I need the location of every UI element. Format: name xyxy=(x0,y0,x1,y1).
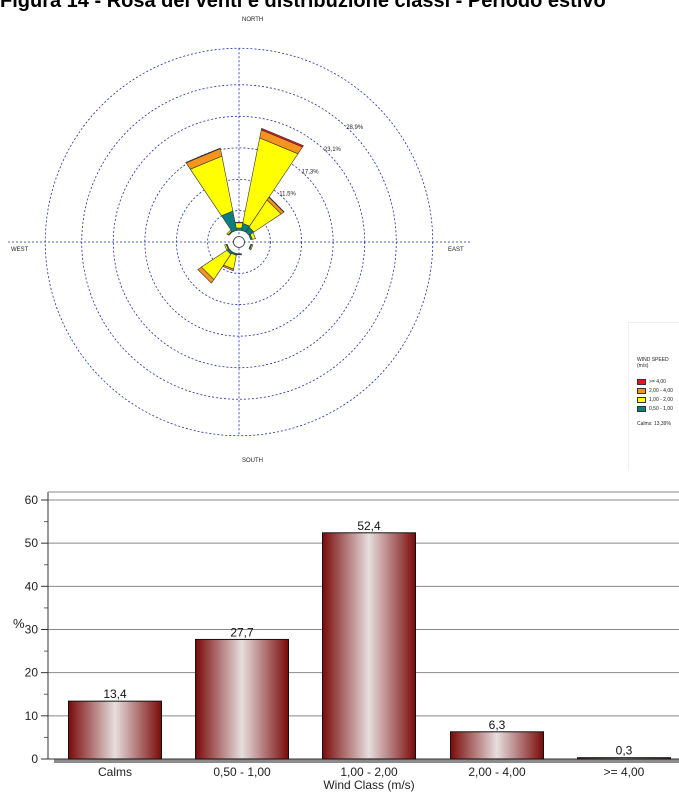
bar-value-label: 52,4 xyxy=(357,519,381,533)
compass-east-label: EAST xyxy=(448,247,464,253)
legend-swatch xyxy=(637,379,646,385)
ring-label: 23,1% xyxy=(324,147,342,153)
bar xyxy=(577,757,671,760)
rose-petal-segment xyxy=(249,232,256,240)
rose-petal-segment xyxy=(260,127,304,148)
wind-rose-panel: NORTHSOUTHEASTWEST5,77%11,5%17,3%23,1%28… xyxy=(8,17,679,471)
y-tick-label: 0 xyxy=(31,752,38,766)
rose-petal-segment xyxy=(235,227,243,231)
y-tick-label: 20 xyxy=(25,666,39,680)
ring-label: 11,5% xyxy=(279,192,296,198)
bar-value-label: 0,3 xyxy=(616,744,633,758)
x-tick-label: 1,00 - 2,00 xyxy=(340,765,398,779)
legend-swatch xyxy=(637,406,646,412)
rose-petal-segment xyxy=(268,196,285,213)
rose-petal-segment xyxy=(197,266,215,284)
legend-label: >= 4,00 xyxy=(649,379,666,385)
x-tick-label: 2,00 - 4,00 xyxy=(468,765,526,779)
legend-swatch xyxy=(637,388,646,394)
compass-south-label: SOUTH xyxy=(242,458,263,464)
bar-value-label: 6,3 xyxy=(489,718,506,732)
legend-title: WIND SPEED (m/s) xyxy=(637,357,669,369)
compass-west-label: WEST xyxy=(11,247,29,253)
legend-label: 1,00 - 2,00 xyxy=(649,397,673,403)
compass-north-label: NORTH xyxy=(242,17,263,23)
legend-item: >= 4,00 xyxy=(637,379,666,386)
bar-value-label: 27,7 xyxy=(230,625,254,639)
bar xyxy=(450,731,544,760)
rose-petal-segment xyxy=(234,222,244,229)
x-tick-label: 0,50 - 1,00 xyxy=(213,765,271,779)
y-tick-label: 10 xyxy=(25,709,39,723)
legend-label: 0,50 - 1,00 xyxy=(649,406,673,412)
bar xyxy=(322,532,416,760)
legend-title-line1: WIND SPEED xyxy=(637,357,669,363)
bar xyxy=(195,638,289,760)
rose-calm-circle xyxy=(233,236,245,248)
legend-swatch xyxy=(637,397,646,403)
x-axis-floor xyxy=(54,759,679,763)
rose-petal-segment xyxy=(249,244,254,251)
x-tick-label: Calms xyxy=(98,765,132,779)
y-tick-label: 30 xyxy=(25,623,39,637)
figure-title: Figura 14 - Rosa dei venti e distribuzio… xyxy=(0,0,606,12)
x-axis-label: Wind Class (m/s) xyxy=(323,778,414,792)
rose-petal-segment xyxy=(236,254,242,256)
legend-title-line2: (m/s) xyxy=(637,363,649,369)
rose-petal-segment xyxy=(185,147,221,164)
legend-item: 0,50 - 1,00 xyxy=(637,406,673,413)
y-tick-label: 60 xyxy=(25,493,39,507)
rose-petal-segment xyxy=(226,229,233,236)
rose-petal-segment xyxy=(224,244,229,251)
wind-class-bar-chart: 0 10 20 30 40 50 60% 13,4 Calms 27,7 0,50 - 1,00 52… xyxy=(13,491,679,792)
ring-label: 28,9% xyxy=(346,125,364,131)
y-tick-label: 40 xyxy=(25,579,39,593)
legend-calms: Calms: 13,39% xyxy=(637,421,671,427)
legend-item: 2,00 - 4,00 xyxy=(637,388,673,395)
ring-label: 17,3% xyxy=(302,169,320,175)
y-axis-label: % xyxy=(13,616,25,631)
x-tick-label: >= 4,00 xyxy=(604,765,645,779)
wind-rose-chart: NORTHSOUTHEASTWEST5,77%11,5%17,3%23,1%28… xyxy=(8,17,471,464)
wind-speed-legend: WIND SPEED (m/s) >= 4,00 2,00 - 4,00 1,0… xyxy=(628,322,679,471)
bar-value-label: 13,4 xyxy=(103,687,127,701)
legend-label: 2,00 - 4,00 xyxy=(649,388,673,394)
rose-petal-segment xyxy=(234,222,244,224)
legend-item: 1,00 - 2,00 xyxy=(637,397,673,404)
y-tick-label: 50 xyxy=(25,536,39,550)
bar xyxy=(68,700,162,760)
